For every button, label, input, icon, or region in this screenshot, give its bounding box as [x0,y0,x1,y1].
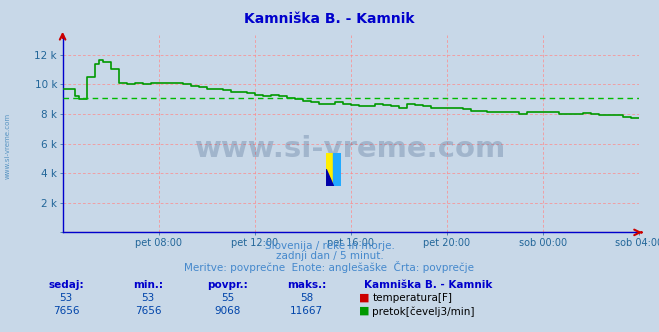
Text: maks.:: maks.: [287,280,326,290]
Text: min.:: min.: [133,280,163,290]
Text: ■: ■ [359,306,370,316]
Text: zadnji dan / 5 minut.: zadnji dan / 5 minut. [275,251,384,261]
Text: pretok[čevelj3/min]: pretok[čevelj3/min] [372,306,475,317]
Text: povpr.:: povpr.: [207,280,248,290]
Text: Kamniška B. - Kamnik: Kamniška B. - Kamnik [244,12,415,26]
Text: temperatura[F]: temperatura[F] [372,293,452,303]
Text: ■: ■ [359,293,370,303]
Text: 11667: 11667 [290,306,323,316]
Text: 55: 55 [221,293,234,303]
Text: Kamniška B. - Kamnik: Kamniška B. - Kamnik [364,280,492,290]
Text: 53: 53 [142,293,155,303]
Text: sedaj:: sedaj: [48,280,84,290]
Text: Slovenija / reke in morje.: Slovenija / reke in morje. [264,241,395,251]
Text: www.si-vreme.com: www.si-vreme.com [5,113,11,179]
Bar [333,153,341,186]
Text: www.si-vreme.com: www.si-vreme.com [195,135,507,163]
Bar [326,153,333,186]
Text: 9068: 9068 [214,306,241,316]
Text: 53: 53 [59,293,72,303]
Text: Meritve: povprečne  Enote: anglešaške  Črta: povprečje: Meritve: povprečne Enote: anglešaške Črt… [185,261,474,273]
Text: 58: 58 [300,293,313,303]
Text: 7656: 7656 [135,306,161,316]
Text: 7656: 7656 [53,306,79,316]
Polygon shape [326,169,333,186]
